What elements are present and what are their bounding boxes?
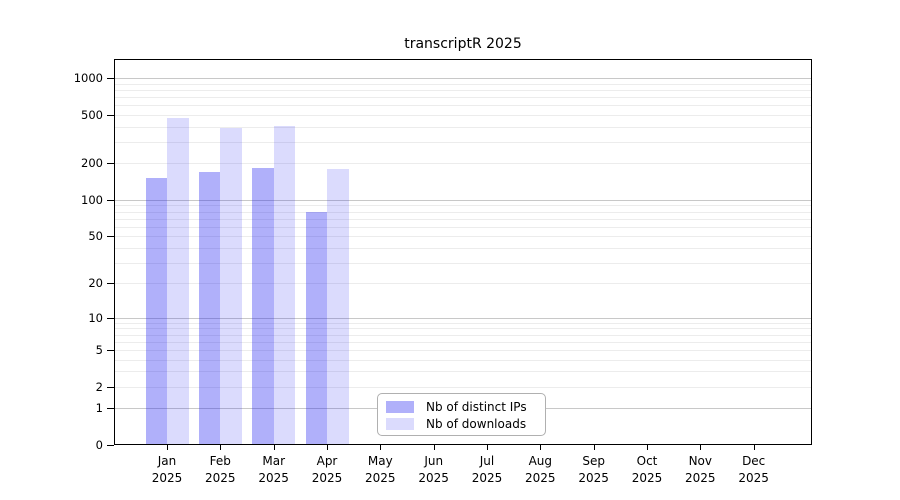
- x-tick-label-jun: Jun 2025: [418, 454, 449, 485]
- plot-border: [114, 59, 812, 445]
- y-tick-label-5: 5: [95, 342, 103, 357]
- x-tick-may: [380, 445, 382, 450]
- x-tick-label-apr: Apr 2025: [311, 454, 343, 485]
- y-tick-1000: [107, 78, 114, 79]
- x-tick-label-mar: Mar 2025: [258, 454, 289, 485]
- y-tick-label-1000: 1000: [73, 71, 103, 85]
- x-tick-jul: [487, 445, 488, 450]
- legend-label-downloads: Nb of downloads: [426, 417, 527, 431]
- x-tick-nov: [700, 445, 702, 450]
- y-tick-label-1: 1: [95, 401, 103, 416]
- legend-label-distinct-ips: Nb of distinct IPs: [426, 400, 527, 414]
- x-tick-feb: [220, 445, 222, 450]
- y-tick-20: [107, 283, 114, 285]
- x-tick-label-jul: Jul 2025: [471, 454, 503, 485]
- x-tick-apr: [327, 445, 328, 450]
- x-tick-label-aug: Aug 2025: [525, 454, 556, 485]
- legend-swatch-distinct-ips: [386, 401, 414, 413]
- y-tick-0: [107, 445, 114, 446]
- y-tick-5: [107, 349, 114, 351]
- y-tick-label-2: 2: [95, 379, 103, 394]
- legend-swatch-downloads: [386, 418, 414, 430]
- x-tick-label-jan: Jan 2025: [151, 454, 183, 485]
- x-tick-dec: [753, 445, 755, 450]
- x-tick-jun: [433, 445, 435, 450]
- y-tick-1: [107, 408, 114, 410]
- y-tick-10: [107, 317, 114, 319]
- x-tick-label-dec: Dec 2025: [738, 454, 769, 485]
- y-tick-label-20: 20: [88, 276, 103, 291]
- y-tick-label-100: 100: [81, 192, 103, 207]
- y-tick-2: [107, 386, 114, 388]
- y-tick-label-200: 200: [81, 156, 103, 171]
- legend-row-distinct-ips: Nb of distinct IPs: [386, 399, 545, 415]
- chart-title: transcriptR 2025: [404, 36, 522, 52]
- y-tick-label-10: 10: [88, 310, 103, 325]
- x-tick-label-nov: Nov 2025: [685, 454, 716, 485]
- x-tick-oct: [647, 445, 648, 450]
- x-tick-label-feb: Feb 2025: [205, 454, 236, 485]
- x-tick-label-oct: Oct 2025: [631, 454, 663, 485]
- x-tick-mar: [273, 445, 275, 450]
- y-tick-200: [107, 163, 114, 165]
- legend-row-downloads: Nb of downloads: [386, 416, 545, 432]
- x-tick-aug: [540, 445, 542, 450]
- y-tick-label-50: 50: [88, 229, 103, 244]
- y-tick-label-0: 0: [95, 438, 103, 452]
- y-tick-label-500: 500: [81, 107, 103, 122]
- x-tick-label-may: May 2025: [365, 454, 396, 485]
- y-tick-100: [107, 199, 114, 201]
- x-tick-jan: [167, 445, 168, 450]
- x-tick-sep: [593, 445, 595, 450]
- y-tick-500: [107, 114, 114, 116]
- y-tick-50: [107, 236, 114, 238]
- x-tick-label-sep: Sep 2025: [578, 454, 609, 485]
- legend: Nb of distinct IPs Nb of downloads: [377, 393, 546, 436]
